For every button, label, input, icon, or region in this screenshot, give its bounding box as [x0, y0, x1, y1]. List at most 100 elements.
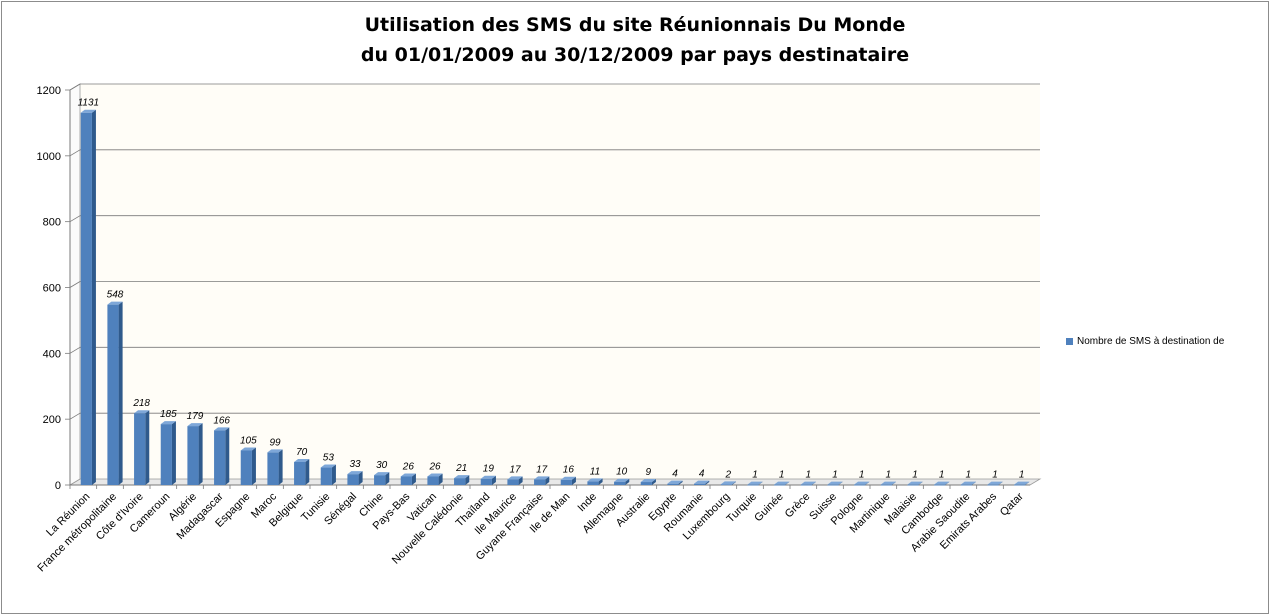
bar-top	[587, 478, 603, 482]
bar	[1014, 484, 1026, 486]
bar	[880, 484, 892, 486]
data-label: 179	[187, 411, 204, 422]
bar-top	[187, 423, 203, 427]
bar-side	[838, 481, 843, 485]
y-tick-label: 1200	[37, 85, 61, 97]
bar	[80, 112, 92, 486]
data-label: 548	[107, 290, 124, 301]
data-label: 1	[886, 470, 892, 481]
bar-side	[465, 475, 470, 485]
bar	[134, 413, 146, 485]
bar	[320, 467, 332, 485]
bar-top	[214, 427, 230, 431]
bar-top	[854, 481, 870, 485]
x-tick-label: Inde	[575, 491, 599, 515]
data-label: 1	[939, 470, 945, 481]
bar-side	[411, 473, 416, 485]
data-label: 4	[699, 469, 705, 480]
bar	[214, 430, 226, 485]
bar	[347, 474, 359, 485]
bar-side	[331, 464, 336, 485]
bar-top	[907, 481, 923, 485]
data-label: 30	[376, 460, 388, 471]
bar-side	[198, 423, 203, 485]
bar	[987, 484, 999, 486]
x-tick-label: Qatar	[998, 490, 1026, 518]
data-label: 1	[779, 470, 785, 481]
bar-side	[545, 476, 550, 485]
gridline-diag	[69, 346, 81, 354]
bar-top	[320, 464, 336, 468]
gridline-diag	[69, 281, 81, 288]
bar	[454, 478, 466, 485]
x-tick-label: Guinée	[752, 491, 786, 525]
bar-side	[145, 410, 150, 485]
data-label: 185	[160, 409, 177, 420]
data-label: 218	[132, 398, 150, 409]
bar-top	[747, 481, 763, 485]
bar	[587, 481, 599, 485]
bar	[400, 476, 412, 485]
bar-top	[934, 481, 950, 485]
bar-side	[438, 473, 443, 485]
bar-top	[960, 481, 976, 485]
bar-top	[560, 476, 576, 480]
bar	[934, 484, 946, 486]
bar	[720, 484, 732, 486]
bar-top	[827, 481, 843, 485]
data-label: 1	[806, 470, 812, 481]
bar-side	[91, 109, 96, 486]
bar	[507, 479, 519, 485]
bar-top	[454, 475, 470, 479]
y-tick-label: 0	[55, 480, 61, 492]
data-label: 19	[483, 464, 495, 475]
data-label: 17	[536, 464, 548, 475]
bar-top	[800, 481, 816, 485]
bar-side	[705, 480, 710, 485]
bar-side	[785, 481, 790, 485]
bar-side	[571, 476, 576, 485]
bar	[107, 304, 119, 485]
bar	[294, 461, 306, 485]
bar-top	[107, 301, 123, 305]
bar-top	[880, 481, 896, 485]
bar-top	[774, 481, 790, 485]
bar-side	[891, 481, 896, 485]
bar	[800, 484, 812, 486]
bar	[427, 476, 439, 485]
data-label: 1131	[78, 98, 100, 109]
data-label: 11	[590, 466, 600, 477]
bar	[747, 484, 759, 486]
y-tick-label: 200	[43, 414, 61, 426]
bar	[774, 484, 786, 486]
bar	[187, 426, 199, 485]
gridline-diag	[69, 149, 81, 157]
bar-side	[918, 481, 923, 485]
bar	[694, 483, 706, 485]
data-label: 1	[832, 470, 838, 481]
bar-top	[374, 472, 390, 476]
bar-top	[400, 473, 416, 477]
bar	[854, 484, 866, 486]
data-label: 166	[213, 415, 230, 426]
bar-side	[811, 481, 816, 485]
bar-side	[731, 481, 736, 485]
bar	[960, 484, 972, 486]
bar	[560, 479, 572, 485]
bar-side	[625, 478, 630, 485]
bar	[827, 484, 839, 486]
data-label: 1	[752, 470, 758, 481]
bar-top	[667, 480, 683, 484]
bar-top	[267, 449, 283, 453]
chart-subtitle: du 01/01/2009 au 30/12/2009 par pays des…	[360, 44, 910, 66]
bar-top	[134, 410, 150, 414]
data-label: 16	[563, 465, 575, 476]
data-label: 70	[296, 447, 308, 458]
bar	[267, 452, 279, 485]
bar-side	[998, 481, 1003, 485]
bar-side	[358, 471, 363, 485]
data-label: 9	[646, 467, 652, 478]
y-tick-label: 400	[43, 348, 61, 360]
chart-title: Utilisation des SMS du site Réunionnais …	[364, 14, 906, 36]
